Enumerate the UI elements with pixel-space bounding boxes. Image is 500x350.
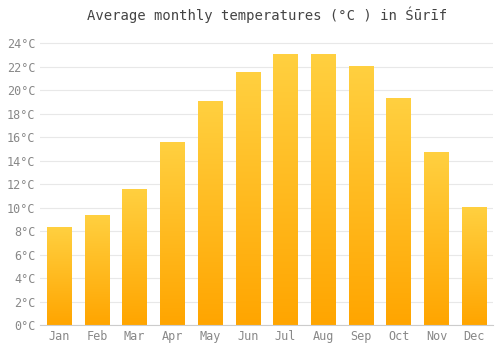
Title: Average monthly temperatures (°C ) in Śūrīf: Average monthly temperatures (°C ) in Śū… xyxy=(86,7,446,23)
